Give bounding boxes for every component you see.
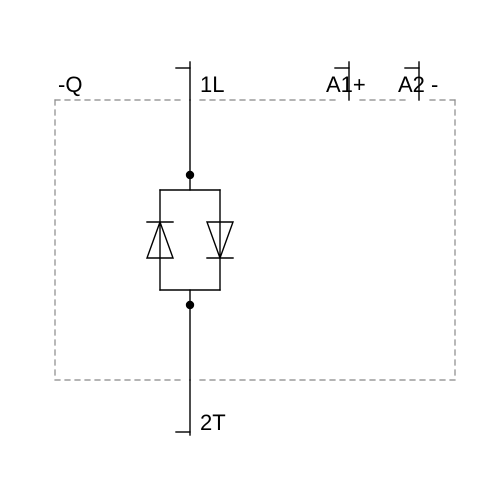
enclosure-box <box>55 100 455 380</box>
antiparallel-diodes <box>147 100 233 380</box>
label-T2: 2T <box>200 410 226 435</box>
junction-dot <box>186 171 194 179</box>
terminal-top-0 <box>176 62 190 100</box>
junction-dot <box>186 301 194 309</box>
label-Q: -Q <box>58 72 82 97</box>
terminal-bottom-0 <box>176 380 190 435</box>
label-A2: A2 - <box>398 72 438 97</box>
circuit-diagram: -Q 1L A1+ A2 - 2T <box>0 0 500 500</box>
label-A1: A1+ <box>326 72 366 97</box>
label-L1: 1L <box>200 72 224 97</box>
